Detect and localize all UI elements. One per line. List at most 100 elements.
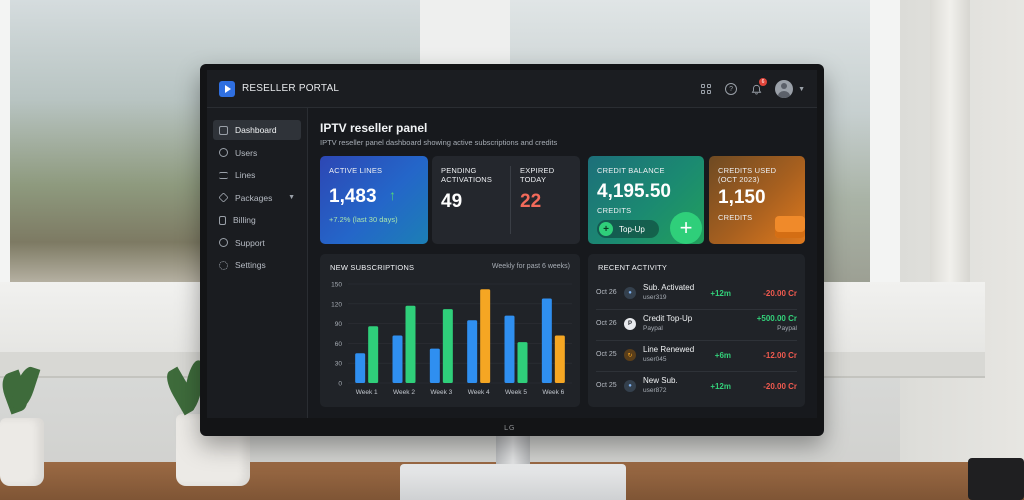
- sidebar-item-settings[interactable]: Settings: [213, 255, 301, 275]
- x-tick-label: Week 4: [468, 389, 490, 396]
- chart-bar: [517, 342, 528, 383]
- y-tick-label: 120: [331, 301, 342, 308]
- bell-icon[interactable]: 6: [750, 78, 768, 95]
- y-tick-label: 30: [335, 361, 343, 368]
- activity-amount: +12m: [710, 289, 731, 298]
- chart-bar: [442, 309, 453, 383]
- chart-bar: [504, 315, 515, 383]
- activity-title: New Sub.: [643, 376, 678, 385]
- sidebar-item-label: Settings: [235, 260, 266, 270]
- credits-used-unit: CREDITS: [718, 213, 753, 222]
- credit-balance-value: 4,195.50: [597, 181, 671, 202]
- active-lines-label: ACTIVE LINES: [329, 166, 383, 175]
- apps-grid-icon[interactable]: [700, 83, 712, 95]
- activity-title: Sub. Activated: [643, 283, 695, 292]
- user-icon: ●: [624, 380, 636, 392]
- activity-subtitle: user319: [643, 294, 667, 301]
- y-tick-label: 0: [338, 381, 342, 388]
- x-tick-label: Week 5: [505, 389, 527, 396]
- refresh-icon: ↻: [624, 349, 636, 361]
- page-title: IPTV reseller panel: [320, 121, 428, 135]
- status-stats-card: PENDING ACTIVATIONS 49 EXPIRED TODAY 22: [432, 156, 580, 244]
- dashboard-icon: [219, 125, 228, 135]
- y-tick-label: 90: [335, 321, 343, 328]
- chevron-down-icon[interactable]: ▼: [798, 85, 805, 93]
- x-tick-label: Week 6: [542, 389, 564, 396]
- chart-bar: [355, 353, 366, 383]
- x-tick-label: Week 1: [356, 389, 378, 396]
- activity-title: Credit Top-Up: [643, 314, 693, 323]
- help-icon[interactable]: ?: [725, 83, 738, 95]
- sidebar-item-lines[interactable]: Lines: [213, 165, 301, 185]
- user-icon: ●: [624, 287, 636, 299]
- wallet-icon: [775, 216, 805, 238]
- sidebar-item-label: Packages: [235, 192, 273, 203]
- chart-bar: [405, 305, 416, 383]
- sidebar-item-dashboard[interactable]: Dashboard: [213, 120, 301, 140]
- activity-amount: +12m: [710, 382, 731, 391]
- x-tick-label: Week 3: [430, 389, 452, 396]
- top-up-label: Top-Up: [619, 224, 645, 234]
- active-lines-value: 1,483: [329, 186, 377, 207]
- credits-used-value: 1,150: [718, 187, 766, 208]
- activity-cost: -12.00 Cr: [763, 351, 797, 360]
- x-tick-label: Week 2: [393, 389, 415, 396]
- active-lines-trend: +7.2% (last 30 days): [329, 215, 398, 224]
- expired-value[interactable]: 22: [520, 191, 542, 212]
- speaker: [968, 458, 1024, 500]
- sidebar-item-label: Billing: [233, 215, 256, 225]
- expired-label: EXPIRED TODAY: [520, 166, 555, 184]
- activity-amount: +500.00 Cr: [756, 314, 797, 323]
- activity-row[interactable]: Oct 25 ● New Sub. user872 +12m -20.00 Cr: [596, 373, 797, 403]
- add-credits-button[interactable]: +: [670, 212, 702, 244]
- activity-row[interactable]: Oct 26 P Credit Top-Up Paypal +500.00 Cr…: [596, 311, 797, 341]
- activity-row[interactable]: Oct 25 ↻ Line Renewed user045 +6m -12.00…: [596, 342, 797, 372]
- panel-title: NEW SUBSCRIPTIONS: [330, 263, 415, 272]
- top-up-button[interactable]: + Top-Up: [597, 220, 659, 238]
- credits-used-card: CREDITS USED (OCT 2023) 1,150 CREDITS: [709, 156, 805, 244]
- activity-cost: -20.00 Cr: [763, 289, 797, 298]
- avatar[interactable]: [775, 80, 794, 98]
- app-logo-icon: [219, 80, 235, 97]
- sidebar-item-packages[interactable]: Packages ▼: [213, 188, 301, 208]
- chart-bar: [429, 348, 440, 383]
- pending-label: PENDING ACTIVATIONS: [441, 166, 493, 184]
- chart-bar: [467, 320, 478, 383]
- recent-activity-panel: RECENT ACTIVITY Oct 26 ● Sub. Activated …: [588, 254, 805, 407]
- sidebar-item-support[interactable]: Support: [213, 233, 301, 253]
- panel-note: Weekly for past 6 weeks): [491, 263, 570, 270]
- activity-date: Oct 25: [596, 382, 617, 389]
- monitor-brand-logo: LG: [504, 424, 516, 432]
- sidebar-item-label: Support: [235, 237, 265, 248]
- panel-title: RECENT ACTIVITY: [598, 263, 668, 272]
- gear-icon: [219, 260, 228, 270]
- lines-icon: [219, 171, 228, 179]
- packages-icon: [218, 192, 229, 203]
- chart-bar: [480, 289, 491, 383]
- top-bar: RESELLER PORTAL ? 6 ▼: [207, 70, 817, 108]
- sidebar-item-users[interactable]: Users: [213, 143, 301, 163]
- sidebar-item-billing[interactable]: Billing: [213, 210, 301, 230]
- sidebar: Dashboard Users Lines Packages ▼ Billing…: [207, 108, 308, 418]
- activity-subtitle: user872: [643, 387, 667, 394]
- sidebar-item-label: Users: [235, 147, 258, 158]
- credits-used-label: CREDITS USED (OCT 2023): [718, 166, 777, 184]
- sidebar-item-label: Lines: [235, 170, 256, 180]
- new-subscriptions-panel: NEW SUBSCRIPTIONS Weekly for past 6 week…: [320, 254, 580, 407]
- support-icon: [219, 238, 228, 247]
- activity-cost: -20.00 Cr: [763, 382, 797, 391]
- activity-amount: +6m: [714, 351, 731, 360]
- chart-bar: [554, 335, 565, 383]
- app-title: RESELLER PORTAL: [242, 83, 340, 94]
- trend-up-icon: ↑: [389, 187, 396, 203]
- credit-balance-label: CREDIT BALANCE: [597, 166, 665, 175]
- credit-balance-unit: CREDITS: [597, 206, 632, 215]
- activity-subtitle: user045: [643, 356, 667, 363]
- activity-row[interactable]: Oct 26 ● Sub. Activated user319 +12m -20…: [596, 280, 797, 310]
- y-tick-label: 150: [331, 282, 342, 289]
- active-lines-card[interactable]: ACTIVE LINES 1,483 ↑ +7.2% (last 30 days…: [320, 156, 428, 244]
- activity-title: Line Renewed: [643, 345, 695, 354]
- monitor-stand-base: [400, 464, 626, 500]
- pending-value[interactable]: 49: [441, 191, 463, 212]
- sidebar-item-label: Dashboard: [235, 125, 277, 135]
